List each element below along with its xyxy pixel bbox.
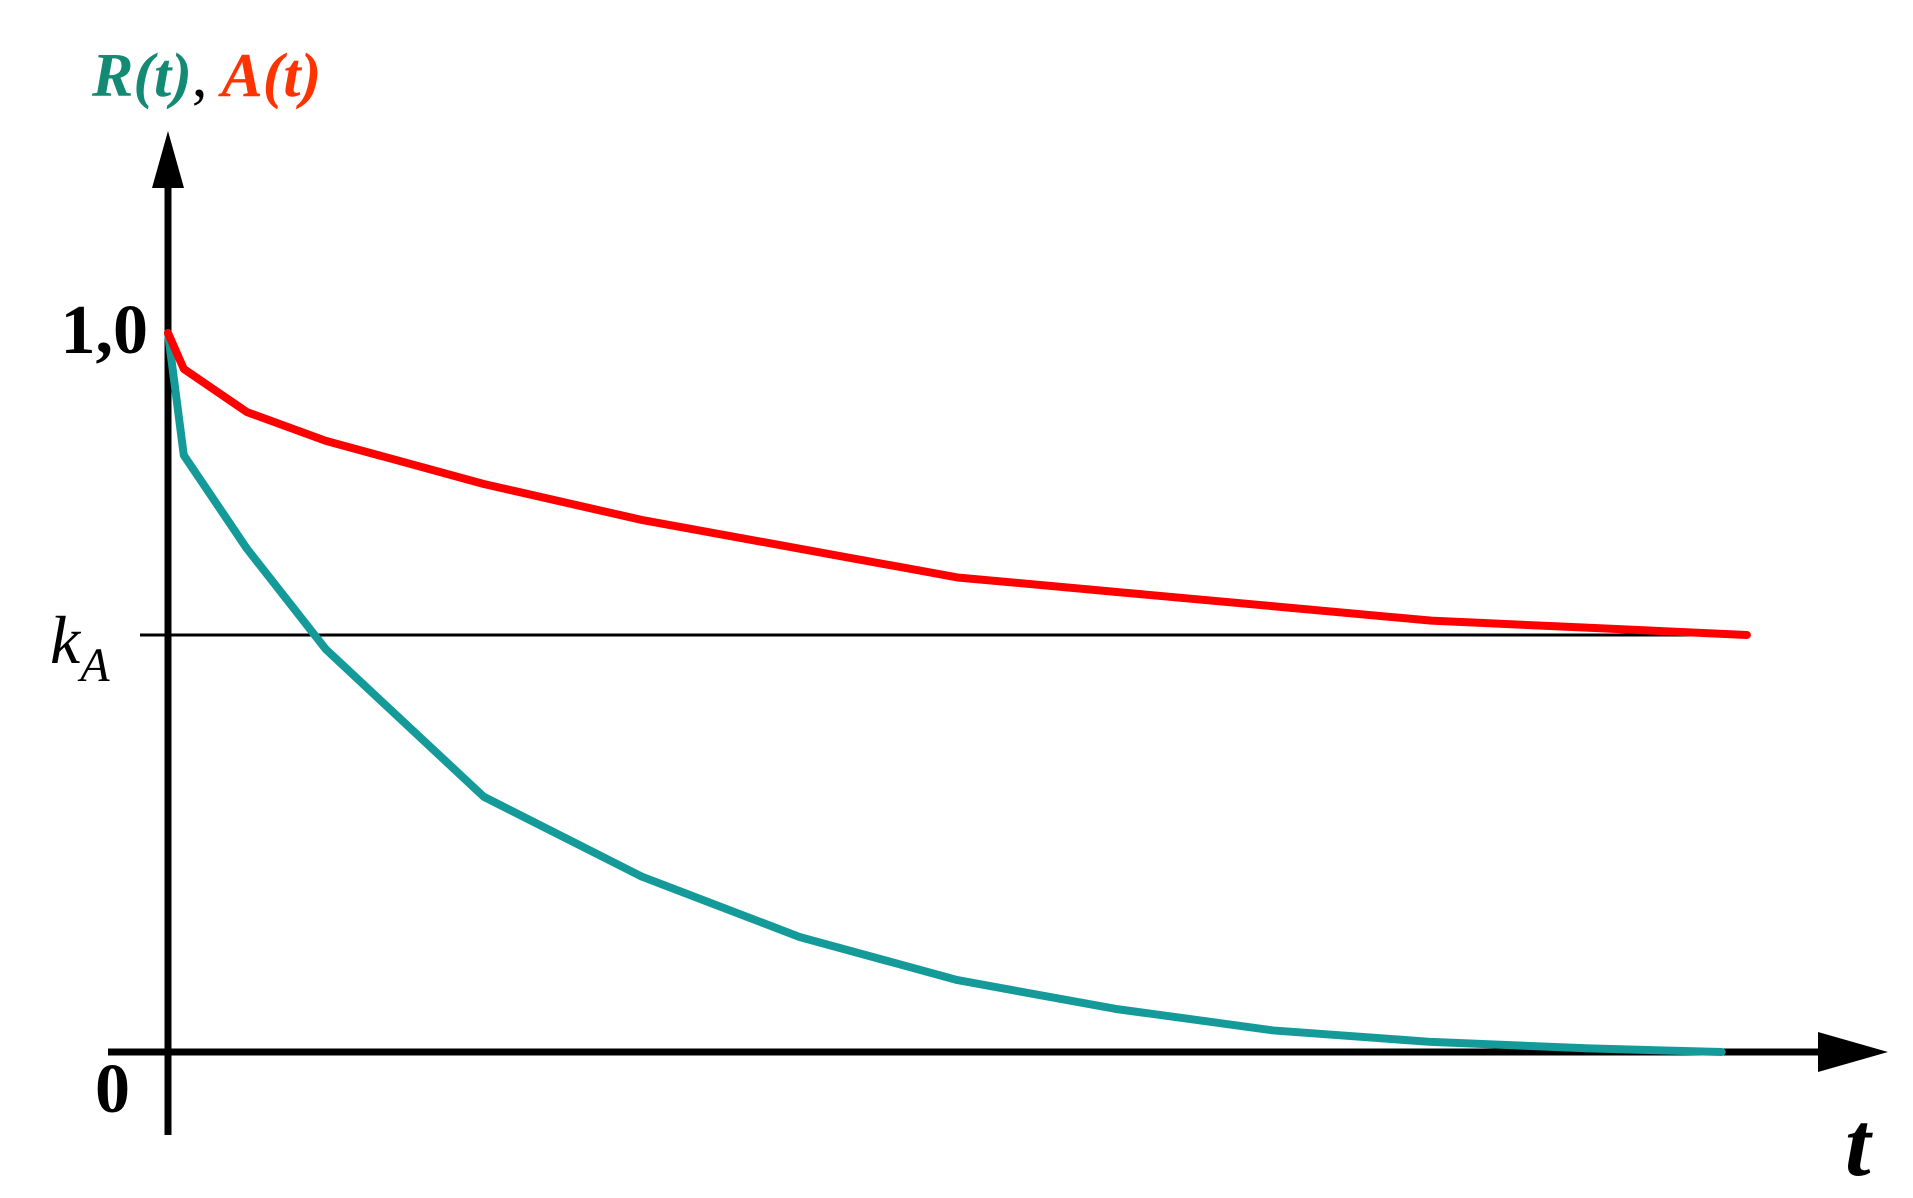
y-axis-title: R(t), A(t) — [91, 42, 321, 110]
y-tick-label: 1,0 — [61, 292, 149, 369]
x-arrow — [1818, 1032, 1888, 1072]
line-series — [164, 329, 1751, 639]
x-axis-title: t — [1845, 1093, 1873, 1195]
line-series — [164, 329, 1726, 1056]
legend-entry: A(t) — [217, 42, 321, 110]
y-tick-label: 0 — [95, 1051, 130, 1128]
y-arrow — [152, 131, 184, 188]
legend-entry: R(t) — [91, 42, 192, 110]
separator: , — [192, 42, 208, 110]
y-tick-label-sub: A — [77, 639, 110, 692]
y-tick-label-main: k — [50, 602, 82, 678]
y-tick-label: kA — [50, 602, 110, 692]
